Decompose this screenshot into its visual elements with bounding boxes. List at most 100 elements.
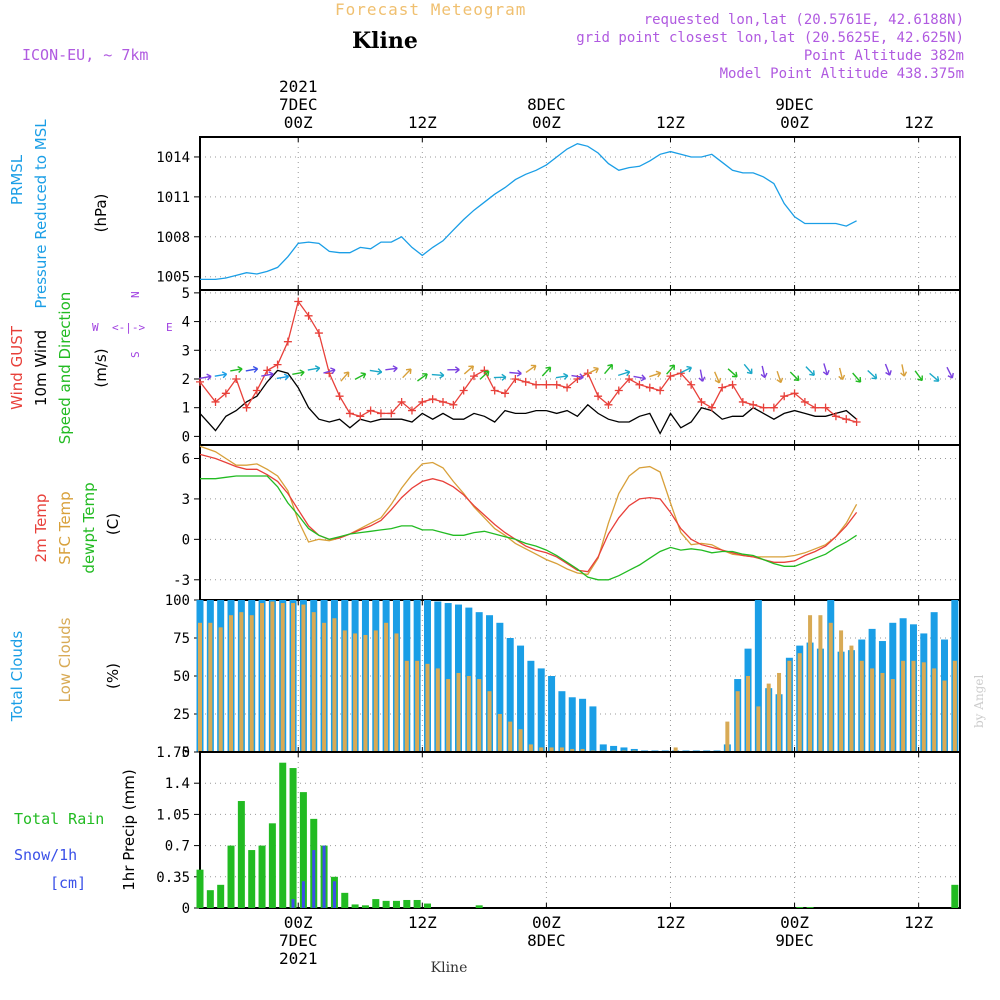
low-clouds-bar (870, 668, 875, 752)
low-clouds-bar (301, 604, 306, 752)
wind-direction-arrow (354, 372, 367, 381)
total-clouds-bar (496, 622, 504, 752)
low-clouds-bar (291, 603, 296, 752)
low-clouds-bar (249, 615, 254, 752)
wind-arrow-shaft (884, 363, 891, 376)
rain-bar (382, 900, 390, 908)
temp-y-tick-label: 6 (182, 451, 190, 467)
wind-arrow-shaft (680, 366, 692, 374)
total-clouds-bar (754, 600, 762, 752)
pressure-unit: (hPa) (92, 194, 110, 233)
gust-marker (438, 397, 447, 406)
wind-arrow-head (530, 364, 537, 371)
dewpt-line (200, 475, 857, 581)
wind-arrow-shaft (929, 372, 940, 382)
grid-point-coords: grid point closest lon,lat (20.5625E, 42… (576, 30, 964, 46)
gust-marker (707, 403, 716, 412)
total-clouds-bar (610, 745, 618, 752)
total-clouds-bar (486, 615, 494, 752)
gust-marker (418, 397, 427, 406)
top-time-tick-label: 8DEC (527, 95, 566, 114)
wind-arrow-head (268, 371, 274, 379)
wind-direction-arrow (587, 366, 599, 375)
low-clouds-bar (435, 668, 440, 752)
total-clouds-bar (568, 697, 576, 752)
wind-arrow-head (439, 371, 445, 379)
total-clouds-bar (444, 603, 452, 752)
low-clouds-bar (260, 603, 265, 752)
rain-bar (196, 869, 204, 908)
wind-arrow-shaft (649, 372, 661, 378)
wind-y-tick-label: 0 (182, 429, 190, 445)
wind-arrow-shaft (604, 364, 613, 375)
wind-arrow-head (686, 365, 693, 373)
low-clouds-bar (342, 630, 347, 752)
gust-marker (831, 412, 840, 421)
rain-bar (806, 907, 814, 908)
gust-marker (345, 409, 354, 418)
wind-arrow-shaft (633, 375, 646, 380)
wind-direction-arrow (649, 370, 662, 378)
top-year-label: 2021 (279, 77, 318, 96)
wind-arrow-shaft (509, 371, 522, 375)
gust-marker (356, 412, 365, 421)
wind-arrow-shaft (713, 371, 721, 384)
wind-arrow-head (607, 363, 614, 370)
wind-direction-arrow (509, 369, 522, 377)
prmsl-label: PRMSL (8, 154, 26, 205)
total-clouds-bar (579, 698, 587, 752)
pressure-y-tick-label: 1005 (156, 270, 190, 286)
wind-arrow-shaft (369, 369, 382, 373)
wind-direction-arrow (698, 369, 706, 382)
gust-marker (314, 329, 323, 338)
wind-unit: (m/s) (92, 348, 110, 387)
wind-arrow-shaft (946, 366, 953, 379)
rain-bar (392, 900, 400, 908)
low-clouds-bar (901, 660, 906, 752)
low-clouds-bar (932, 668, 937, 752)
precip-y-tick-label: 1.4 (165, 776, 190, 792)
wind-arrow-shaft (743, 363, 753, 375)
wind-arrow-shaft (385, 367, 398, 371)
gust-marker (459, 386, 468, 395)
wind-arrow-head (917, 375, 923, 382)
rain-bar (258, 845, 266, 908)
wind-direction-arrow (727, 368, 738, 378)
low-clouds-bar (280, 603, 285, 752)
prmsl-label-long: Pressure Reduced to MSL (32, 119, 50, 309)
wind-arrow-shaft (276, 375, 289, 380)
pressure-y-tick-label: 1014 (156, 150, 190, 166)
low-clouds-bar (746, 676, 751, 752)
wind-arrow-head (330, 367, 336, 375)
wind-arrow-shaft (666, 364, 675, 375)
total-clouds-bar (537, 668, 545, 752)
wind-direction-arrow (369, 368, 383, 376)
wind-direction-arrow (541, 366, 552, 377)
total-clouds-bar (599, 744, 607, 752)
snow-label: Snow/1h (14, 846, 77, 864)
pressure-panel-frame (199, 136, 961, 291)
gust-marker (645, 383, 654, 392)
wind-arrow-shaft (525, 365, 537, 373)
precip-y-tick-label: 1.05 (156, 807, 190, 823)
low-clouds-bar (239, 612, 244, 752)
low-clouds-bar (528, 744, 533, 752)
snow-bar (332, 881, 336, 908)
total-clouds-bar (527, 660, 535, 752)
gust-marker (397, 397, 406, 406)
wind-direction-arrow (946, 366, 954, 379)
low-clouds-bar (373, 630, 378, 752)
temp-2m-line (199, 453, 858, 573)
low-clouds-bar (580, 748, 585, 752)
low-clouds-bar (218, 627, 223, 752)
rain-bar (237, 801, 245, 908)
low-clouds-bar (673, 747, 678, 752)
wind-arrow-head (283, 373, 290, 381)
low-clouds-bar (849, 645, 854, 752)
wind-arrow-shaft (823, 363, 828, 376)
wind-direction-arrow (929, 372, 940, 382)
gust-marker (211, 397, 220, 406)
low-clouds-bar (942, 680, 947, 752)
precip-y-tick-label: 0 (182, 901, 190, 917)
low-clouds-bar (415, 660, 420, 752)
